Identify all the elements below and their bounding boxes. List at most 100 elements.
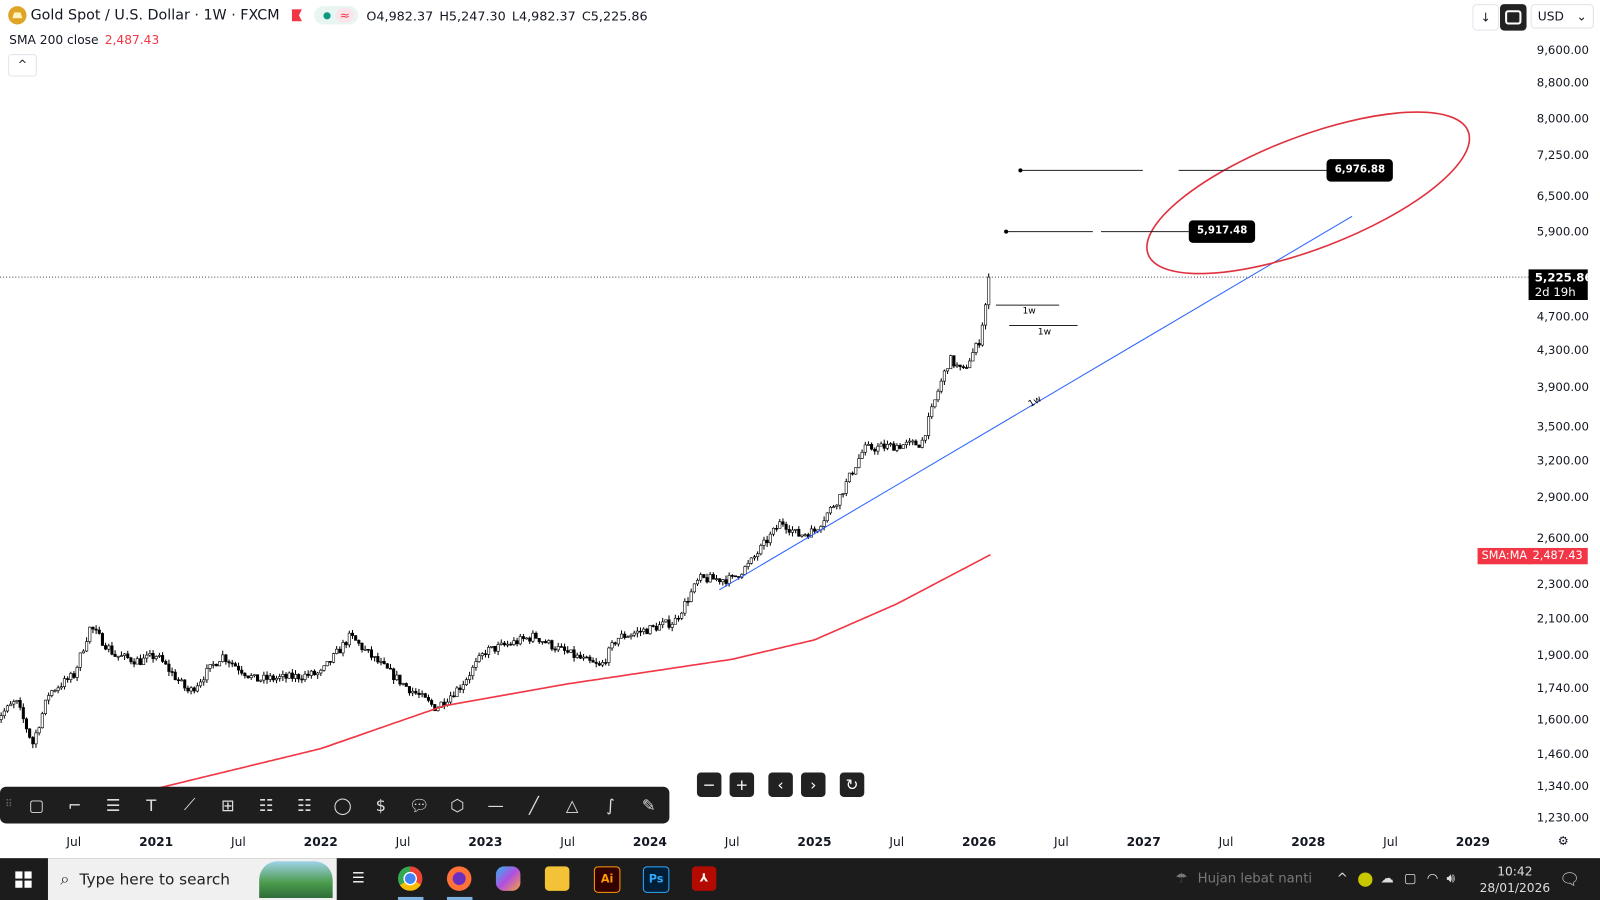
target-label-upper[interactable]: 6,976.88 — [1326, 159, 1394, 182]
system-tray: ^ ☁ ▢ ◠ 🔊︎ — [1337, 858, 1455, 900]
text-tool-icon[interactable]: T — [146, 795, 157, 815]
windows-start-icon[interactable] — [15, 871, 32, 888]
parallel-lines-tool-icon[interactable]: ☰ — [105, 795, 121, 815]
candle-body — [164, 661, 168, 665]
position-tool-icon[interactable]: ⊞ — [220, 795, 235, 815]
candle-body — [50, 690, 54, 696]
candle-body — [705, 577, 709, 583]
firefox-icon[interactable] — [446, 866, 472, 891]
candle-body — [88, 626, 92, 642]
brush-tool-icon[interactable]: ✎ — [641, 795, 656, 815]
reset-chart-button[interactable]: ↻ — [839, 772, 865, 797]
short-position-tool-icon[interactable]: ☷ — [297, 795, 312, 815]
curve-tool-icon[interactable]: ∫ — [606, 795, 615, 815]
candle-body — [838, 493, 842, 506]
candle-body — [72, 673, 76, 678]
trend-line-tool-icon[interactable]: ╱ — [529, 795, 539, 815]
horizontal-line-tool-icon[interactable]: — — [487, 795, 504, 815]
task-view-icon[interactable]: ☰ — [352, 870, 365, 887]
sma-label: SMA 200 close — [9, 32, 99, 47]
target-label-lower[interactable]: 5,917.48 — [1188, 220, 1256, 243]
show-hidden-icons[interactable]: ^ — [1336, 871, 1348, 887]
app-tray-icon[interactable] — [1358, 871, 1373, 887]
price-tick-label: 2,100.00 — [1536, 610, 1590, 626]
candle-body — [338, 648, 342, 654]
path-tool-icon[interactable]: ⟋ — [183, 794, 196, 815]
wifi-icon[interactable]: ◠ — [1426, 871, 1439, 887]
candle-body — [442, 701, 446, 706]
candle-body — [53, 690, 57, 692]
chrome-icon[interactable] — [397, 866, 423, 891]
zoom-out-button[interactable]: − — [696, 772, 722, 797]
candle-body — [221, 654, 225, 662]
candle-body — [870, 444, 874, 450]
price-tick-label: 1,340.00 — [1536, 778, 1590, 793]
candle-body — [354, 635, 358, 641]
price-tick-label: 3,500.00 — [1536, 419, 1590, 435]
candle-body — [468, 675, 472, 680]
photoshop-icon[interactable]: Ps — [642, 866, 670, 893]
copilot-icon[interactable] — [495, 866, 521, 891]
symbol-title[interactable]: Gold Spot / U.S. Dollar · 1W · FXCM — [30, 7, 280, 24]
axis-settings-icon[interactable]: ⚙ — [1557, 833, 1569, 848]
acrobat-icon[interactable]: ⅄ — [691, 866, 717, 891]
candle-body — [737, 576, 741, 578]
clock[interactable]: 10:42 28/01/2026 — [1480, 858, 1551, 900]
candle-body — [369, 649, 374, 658]
callout-tool-icon[interactable]: ⌐ — [67, 795, 82, 815]
candle-body — [252, 674, 256, 677]
candle-body — [765, 539, 769, 544]
long-position-tool-icon[interactable]: ☷ — [258, 795, 274, 815]
collapse-legend-button[interactable]: ^ — [8, 54, 37, 77]
candle-body — [385, 663, 389, 669]
onedrive-icon[interactable]: ☁ — [1380, 871, 1394, 887]
price-chart[interactable] — [0, 0, 1531, 857]
candle-body — [31, 737, 35, 745]
candle-body — [657, 624, 662, 631]
sma-legend[interactable]: SMA 200 close 2,487.43 — [9, 33, 159, 47]
download-button[interactable]: ↓ — [1472, 4, 1499, 31]
volume-icon[interactable]: 🔊︎ — [1446, 871, 1455, 887]
ellipse-shape-tool-icon[interactable]: ◯ — [333, 795, 352, 815]
rectangle-tool-icon[interactable]: ▢ — [28, 795, 45, 815]
zoom-in-button[interactable]: + — [729, 772, 755, 797]
triangle-tool-icon[interactable]: △ — [565, 795, 579, 815]
time-tick-label: Jul — [395, 834, 411, 849]
candle-body — [961, 366, 965, 368]
time-tick-label: 2026 — [962, 834, 997, 849]
illustrator-icon[interactable]: Ai — [593, 866, 621, 893]
taskbar-search[interactable]: ⌕ Type here to search — [47, 858, 337, 900]
fullscreen-button[interactable] — [1500, 4, 1527, 31]
scroll-left-button[interactable]: ‹ — [768, 772, 793, 797]
market-status[interactable]: ≈ — [314, 6, 359, 25]
candle-body — [828, 506, 832, 514]
candle-body — [199, 681, 203, 687]
candle-body — [249, 675, 253, 679]
currency-select[interactable]: USD ⌄ — [1530, 4, 1594, 29]
candle-body — [809, 528, 813, 538]
candle-body — [357, 640, 361, 644]
candle-body — [119, 655, 123, 657]
candle-body — [303, 673, 307, 680]
notifications-icon[interactable]: 🗨︎ — [1559, 869, 1580, 889]
candle-body — [680, 612, 684, 619]
weather-widget[interactable]: ☂ Hujan lebat nanti — [1176, 858, 1313, 900]
flag-icon[interactable] — [291, 9, 303, 22]
scroll-right-button[interactable]: › — [801, 772, 826, 797]
candle-body — [192, 687, 196, 692]
candle-body — [648, 625, 652, 635]
price-tick-label: 1,460.00 — [1536, 746, 1590, 761]
meet-icon[interactable]: ▢ — [1403, 871, 1417, 887]
candle-body — [12, 701, 16, 705]
price-label-tool-icon[interactable]: $ — [375, 795, 387, 815]
comment-tool-icon[interactable]: 💬︎ — [408, 795, 430, 815]
file-explorer-icon[interactable] — [544, 866, 570, 891]
candle-body — [110, 645, 114, 655]
candle-body — [977, 343, 981, 346]
candle-body — [392, 668, 396, 681]
candle-body — [373, 656, 377, 658]
drag-handle[interactable]: ⠿ — [5, 798, 13, 811]
polygon-tool-icon[interactable]: ⬡ — [450, 795, 465, 815]
candle-body — [692, 583, 696, 593]
